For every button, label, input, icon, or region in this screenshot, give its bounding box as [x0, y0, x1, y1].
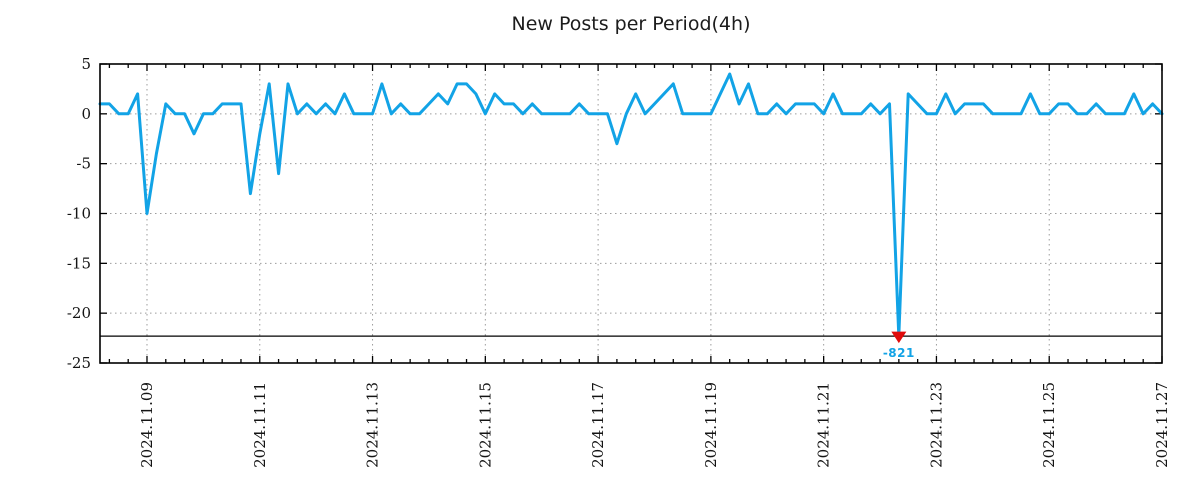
y-tick-label: -10	[67, 205, 91, 223]
min-value-label: -821	[883, 346, 915, 360]
chart-title: New Posts per Period(4h)	[511, 13, 751, 35]
y-tick-label: -20	[67, 304, 91, 322]
y-tick-label: 0	[81, 105, 91, 123]
x-tick-label: 2024.11.11	[251, 382, 269, 468]
plot-border	[99, 63, 1163, 364]
x-tick-label: 2024.11.21	[815, 382, 833, 468]
series-line	[98, 72, 1164, 338]
y-tick-label: -25	[67, 354, 91, 372]
x-tick-label: 2024.11.17	[589, 382, 607, 468]
x-tick-label: 2024.11.09	[138, 382, 156, 468]
x-tick-label: 2024.11.23	[927, 382, 945, 468]
x-tick-label: 2024.11.27	[1153, 382, 1171, 468]
x-tick-label: 2024.11.13	[364, 382, 382, 468]
min-marker-icon	[891, 331, 907, 344]
x-tick-label: 2024.11.15	[476, 382, 494, 468]
y-tick-label: 5	[81, 55, 91, 73]
y-tick-label: -5	[76, 155, 91, 173]
x-tick-label: 2024.11.19	[702, 382, 720, 468]
x-tick-label: 2024.11.25	[1040, 382, 1058, 468]
y-tick-label: -15	[67, 254, 91, 272]
